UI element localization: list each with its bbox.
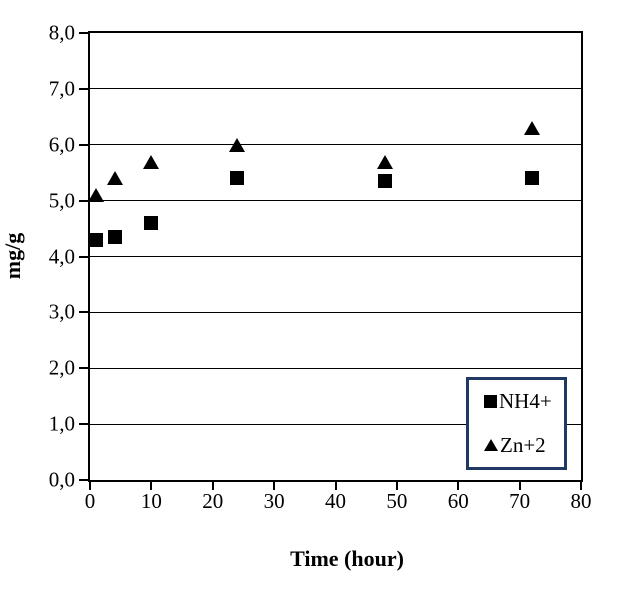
y-tick-label: 0,0 bbox=[48, 467, 75, 492]
x-tick bbox=[518, 482, 521, 490]
y-tick bbox=[79, 87, 88, 90]
y-tick-label: 5,0 bbox=[48, 188, 75, 213]
x-tick-label: 20 bbox=[202, 489, 224, 513]
legend-item-zn: Zn+2 bbox=[484, 432, 564, 457]
y-gridline bbox=[90, 256, 581, 257]
x-tick-label: 80 bbox=[570, 489, 592, 513]
x-tick bbox=[211, 482, 214, 490]
y-tick-label: 2,0 bbox=[48, 355, 75, 380]
y-tick-label: 3,0 bbox=[48, 299, 75, 324]
data-point-nh4 bbox=[89, 232, 104, 247]
data-point-zn2 bbox=[143, 154, 160, 169]
data-point-zn2 bbox=[376, 154, 393, 169]
x-tick bbox=[334, 482, 337, 490]
y-tick bbox=[79, 143, 88, 146]
y-tick-label: 1,0 bbox=[48, 411, 75, 436]
y-tick bbox=[79, 199, 88, 202]
y-gridline bbox=[90, 200, 581, 202]
data-point-nh4 bbox=[230, 171, 245, 186]
y-tick-label: 7,0 bbox=[48, 76, 75, 101]
x-tick-label: 70 bbox=[509, 489, 531, 513]
y-tick bbox=[79, 255, 88, 258]
square-marker-icon bbox=[484, 395, 497, 409]
data-point-nh4 bbox=[524, 171, 539, 186]
y-axis-title: mg/g bbox=[0, 232, 25, 280]
y-tick-label: 8,0 bbox=[48, 20, 75, 45]
y-tick bbox=[79, 32, 88, 34]
triangle-marker-icon bbox=[484, 439, 498, 452]
data-point-nh4 bbox=[377, 174, 392, 189]
legend: NH4+ Zn+2 bbox=[466, 377, 567, 470]
x-tick-label: 50 bbox=[386, 489, 408, 513]
y-gridline bbox=[90, 367, 581, 369]
data-point-zn2 bbox=[229, 137, 246, 152]
y-tick bbox=[79, 423, 88, 426]
x-tick bbox=[395, 482, 398, 490]
x-tick bbox=[457, 482, 460, 490]
data-point-nh4 bbox=[144, 215, 159, 230]
legend-item-nh4: NH4+ bbox=[484, 391, 564, 412]
data-point-zn2 bbox=[523, 120, 540, 135]
y-tick bbox=[79, 367, 88, 370]
x-tick bbox=[150, 482, 153, 490]
x-tick bbox=[273, 482, 276, 490]
y-gridline bbox=[90, 423, 581, 425]
x-tick bbox=[580, 482, 582, 490]
y-gridline bbox=[90, 88, 581, 90]
x-axis-title: Time (hour) bbox=[290, 546, 404, 571]
x-tick-label: 30 bbox=[263, 489, 285, 513]
x-tick-label: 40 bbox=[325, 489, 346, 513]
data-point-zn2 bbox=[88, 188, 105, 203]
data-point-zn2 bbox=[106, 171, 123, 186]
y-tick-label: 6,0 bbox=[48, 132, 75, 157]
x-tick-label: 0 bbox=[84, 489, 96, 513]
y-gridline bbox=[90, 144, 581, 146]
x-tick-label: 10 bbox=[140, 489, 162, 513]
legend-label-nh4: NH4+ bbox=[499, 389, 552, 414]
y-tick-label: 4,0 bbox=[48, 244, 75, 268]
legend-label-zn: Zn+2 bbox=[500, 432, 546, 457]
x-tick-label: 60 bbox=[447, 489, 469, 513]
y-tick bbox=[79, 311, 88, 314]
x-tick bbox=[89, 482, 91, 490]
plot-area: NH4+ Zn+2 0,0 1,0 2,0 3,0 4,0 5,0 6,0 7,0 8,0 0 10… bbox=[49, 22, 592, 512]
y-tick bbox=[79, 479, 88, 481]
data-point-nh4 bbox=[107, 229, 122, 244]
y-gridline bbox=[90, 311, 581, 313]
